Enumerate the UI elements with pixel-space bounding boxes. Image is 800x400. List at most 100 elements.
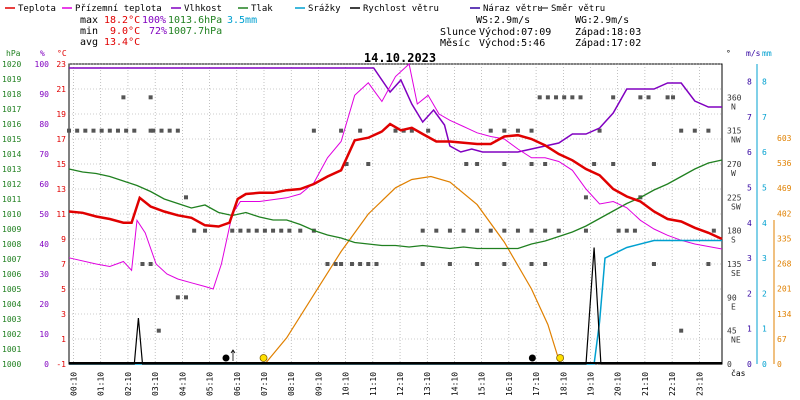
hpa-tick-label: 1020 [2, 60, 21, 69]
wm2-tick-label: 469 [777, 184, 792, 193]
hpa-tick-label: 1003 [2, 315, 21, 324]
mm-tick-label: 1 [762, 325, 767, 334]
wm2-tick-label: 134 [777, 310, 792, 319]
wind-dir-point [556, 228, 561, 233]
legend-label: Vlhkost [184, 4, 222, 14]
legend-label: Teplota [18, 4, 56, 14]
wind-dir-point [107, 128, 112, 133]
hpa-tick-label: 1016 [2, 120, 21, 129]
wind-dir-point [279, 228, 284, 233]
stat-min-temp: 9.0°C [110, 26, 140, 37]
temp-tick-label: 11 [56, 210, 66, 219]
wind-dir-point [475, 228, 480, 233]
wind-dir-point [287, 228, 292, 233]
hpa-tick-label: 1002 [2, 330, 21, 339]
time-tick-label: 08:10 [287, 372, 296, 396]
stat-min-label: min [80, 26, 98, 37]
wind-dir-point [159, 128, 164, 133]
wind-dir-point [529, 228, 534, 233]
wind-dir-point [562, 95, 567, 100]
wind-dir-point [238, 228, 243, 233]
pct-tick-label: 100 [35, 60, 50, 69]
info-sunset: Západ:18:03 [575, 26, 641, 38]
wind-dir-point [638, 95, 643, 100]
dir-tick-label: 270 [727, 160, 742, 169]
time-tick-label: 22:10 [668, 372, 677, 396]
mm-tick-label: 2 [762, 289, 767, 298]
dir-compass-label: N [731, 102, 736, 111]
solar-line [264, 175, 561, 365]
dir-tick-label: 90 [727, 293, 737, 302]
wm2-tick-label: 0 [777, 360, 782, 369]
mm-tick-label: 6 [762, 148, 767, 157]
wind-dir-point [393, 128, 398, 133]
wind-dir-point [529, 162, 534, 166]
time-tick-label: 05:10 [206, 372, 215, 396]
time-tick-label: 02:10 [124, 372, 133, 396]
wind-dir-point [156, 328, 161, 333]
time-tick-label: 23:10 [695, 372, 704, 396]
time-axis-label: čas [731, 368, 746, 378]
temp-tick-label: 13 [56, 185, 66, 194]
wind-dir-point [366, 162, 371, 166]
ms-tick-label: 8 [747, 78, 752, 87]
hpa-tick-label: 1010 [2, 210, 21, 219]
humidity-line [69, 67, 722, 153]
dir-tick-label: 225 [727, 193, 742, 202]
dir-compass-label: NW [731, 136, 741, 145]
wind-dir-point [515, 228, 520, 233]
dir-unit: ° [726, 49, 731, 58]
legend-label: Srážky [308, 4, 341, 14]
temp-tick-label: -1 [56, 360, 66, 369]
pct-tick-label: 50 [39, 210, 49, 219]
moonset-icon [528, 354, 536, 362]
wm2-tick-label: 603 [777, 134, 792, 143]
stat-max-press: 1013.6hPa [168, 15, 222, 26]
wind-dir-point [262, 228, 267, 233]
wm2-tick-label: 67 [777, 335, 787, 344]
dir-tick-label: 360 [727, 93, 742, 102]
temp-tick-label: 17 [56, 135, 66, 144]
pct-tick-label: 20 [39, 300, 49, 309]
temp-tick-label: 7 [61, 260, 66, 269]
wind-dir-point [374, 262, 379, 266]
wind-dir-point [502, 128, 507, 133]
wind-dir-point [192, 228, 197, 233]
wind-dir-point [75, 128, 80, 133]
chart-title: 14.10.2023 [364, 51, 436, 65]
stat-avg-temp: 13.4°C [104, 37, 140, 48]
wind-dir-point [99, 128, 104, 133]
wind-dir-point [124, 128, 129, 133]
ms-tick-label: 7 [747, 113, 752, 122]
wind-dir-point [679, 128, 684, 133]
hpa-tick-label: 1007 [2, 255, 21, 264]
stat-min-press: 1007.7hPa [168, 26, 222, 37]
wind-dir-point [148, 95, 153, 100]
wind-dir-point [711, 228, 716, 233]
grid [69, 63, 722, 365]
time-tick-label: 03:10 [151, 372, 160, 396]
hpa-tick-label: 1009 [2, 225, 21, 234]
wind-dir-point [543, 162, 548, 166]
hpa-tick-label: 1015 [2, 135, 21, 144]
wind-dir-point [665, 95, 670, 100]
wind-dir-point [543, 228, 548, 233]
wind-dir-point [611, 95, 616, 100]
wind-dir-point [344, 162, 349, 166]
wind-dir-point [502, 262, 507, 266]
ms-tick-label: 5 [747, 184, 752, 193]
info-ws: WS:2.9m/s [476, 15, 530, 26]
mm-tick-label: 5 [762, 184, 767, 193]
wind-dir-point [409, 128, 414, 133]
wm2-tick-label: 268 [777, 260, 792, 269]
hpa-tick-label: 1006 [2, 270, 21, 279]
pct-tick-label: 10 [39, 330, 49, 339]
hpa-tick-label: 1012 [2, 180, 21, 189]
wind-dir-point [447, 228, 452, 233]
time-tick-label: 12:10 [396, 372, 405, 396]
legend-label: Tlak [251, 4, 273, 14]
wind-dir-point [246, 228, 251, 233]
wind-dir-point [325, 262, 330, 266]
wm2-tick-label: 536 [777, 159, 792, 168]
stat-max-rain: 3.5mm [227, 15, 257, 26]
